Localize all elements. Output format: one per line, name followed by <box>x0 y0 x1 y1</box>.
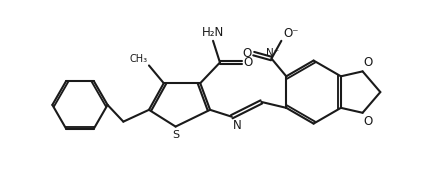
Text: O: O <box>364 56 373 69</box>
Text: CH₃: CH₃ <box>130 54 148 65</box>
Text: N⁺: N⁺ <box>266 48 279 58</box>
Text: N: N <box>233 119 241 132</box>
Text: O: O <box>364 115 373 128</box>
Text: H₂N: H₂N <box>202 26 224 39</box>
Text: S: S <box>172 129 179 140</box>
Text: O: O <box>244 56 253 69</box>
Text: O⁻: O⁻ <box>283 27 299 40</box>
Text: O: O <box>242 47 252 60</box>
